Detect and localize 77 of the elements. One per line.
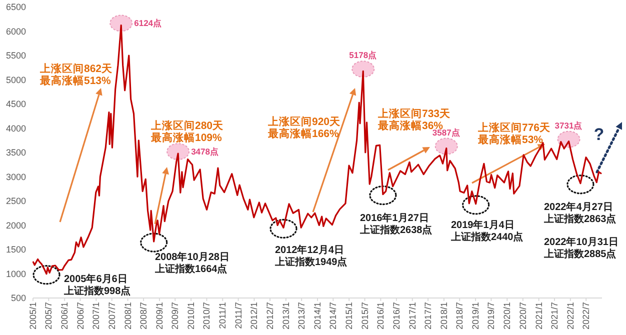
x-tick-label: 2006/1: [60, 302, 70, 330]
y-tick-label: 4000: [6, 123, 26, 134]
x-tick-label: 2011/7: [233, 302, 244, 329]
x-tick-label: 2013/7: [296, 302, 307, 330]
y-tick-label: 2500: [6, 196, 26, 206]
y-tick-label: 5000: [6, 74, 26, 85]
y-tick-label: 4500: [6, 99, 26, 109]
x-tick-label: 2022/1: [565, 302, 576, 330]
x-tick-label: 2014/7: [328, 302, 338, 330]
annotation: 3731点: [554, 120, 583, 130]
x-tick-label: 2019/7: [486, 302, 496, 330]
x-tick-label: 2020/1: [502, 302, 512, 330]
annotation: 上证指数2440点: [450, 231, 524, 243]
annotation: 上证指数1664点: [154, 263, 228, 275]
annotation: 上涨区间280天: [150, 119, 224, 132]
annotation: ?: [594, 125, 604, 144]
x-tick-label: 2012/1: [249, 302, 260, 330]
annotation: 2012年12月4日: [275, 244, 344, 256]
x-tick-label: 2022/7: [581, 302, 592, 330]
annotation: 5178点: [349, 50, 378, 60]
annotation: 上证指数2863点: [543, 213, 616, 225]
y-tick-label: 2000: [6, 220, 26, 230]
annotation: 6124点: [134, 18, 162, 28]
x-tick-label: 2009/1: [154, 302, 164, 330]
x-tick-label: 2008/7: [138, 302, 149, 330]
x-tick-label: 2009/7: [170, 302, 180, 330]
y-tick-label: 3500: [6, 148, 26, 158]
x-tick-label: 2017/1: [407, 302, 418, 330]
annotation: 上证指数2638点: [359, 224, 432, 236]
annotation: 2005年6月6日: [64, 273, 128, 285]
x-tick-label: 2007/7: [106, 302, 117, 330]
x-tick-label: 2005/1: [28, 302, 38, 330]
x-tick-label: 2020/7: [518, 302, 528, 330]
y-tick-label: 500: [10, 293, 26, 303]
annotation: 上证指数2885点: [543, 248, 616, 260]
x-tick-label: 2021/1: [534, 302, 544, 330]
x-tick-label: 2014/1: [312, 302, 322, 330]
x-tick-label: 2017/7: [423, 302, 434, 330]
annotation: 2016年1月27日: [360, 212, 429, 224]
x-tick-label: 2005/7: [44, 302, 54, 330]
x-tick-label: 2012/7: [264, 302, 275, 330]
x-tick-label: 2007/1: [91, 302, 102, 330]
x-tick-label: 2015/7: [360, 302, 370, 330]
y-tick-label: 5500: [6, 50, 26, 60]
x-tick-label: 2016/7: [391, 302, 402, 330]
annotation: 上涨区间733天: [377, 107, 451, 120]
x-tick-label: 2021/7: [549, 302, 560, 330]
annotation: 上涨区间862天: [39, 62, 113, 75]
x-tick-label: 2011/1: [218, 302, 228, 329]
annotation: 上证指数998点: [63, 285, 131, 297]
x-tick-label: 2010/7: [202, 302, 212, 330]
x-tick-label: 2006/7: [75, 302, 86, 330]
annotation: 3478点: [191, 146, 219, 157]
annotation: 上证指数1949点: [274, 256, 348, 268]
y-tick-label: 6000: [6, 26, 26, 36]
x-tick-label: 2016/1: [376, 302, 386, 330]
x-tick-label: 2015/1: [344, 302, 354, 330]
annotation: 最高涨幅109%: [150, 131, 223, 144]
annotation: 2008年10月28日: [155, 251, 230, 263]
x-tick-label: 2008/1: [122, 302, 133, 330]
annotation: 上涨区间776天: [477, 121, 551, 134]
annotation: 上涨区间920天: [267, 115, 341, 128]
y-tick-label: 6500: [6, 2, 26, 12]
annotation: 最高涨幅53%: [477, 133, 544, 146]
y-tick-label: 3000: [6, 172, 26, 182]
x-tick-label: 2010/1: [186, 302, 196, 330]
annotation: 最高涨幅166%: [267, 127, 340, 140]
annotation: 2019年1月4日: [451, 219, 514, 231]
annotation: 2022年4月27日: [544, 201, 613, 213]
y-tick-label: 1000: [6, 268, 26, 279]
x-tick-label: 2018/1: [438, 302, 449, 330]
x-tick-label: 2013/1: [280, 302, 291, 330]
annotation: 2022年10月31日: [544, 236, 618, 248]
y-tick-label: 1500: [6, 244, 26, 254]
annotation: 最高涨幅513%: [39, 74, 112, 87]
x-tick-label: 2019/1: [470, 302, 481, 330]
x-tick-label: 2018/7: [454, 302, 465, 330]
